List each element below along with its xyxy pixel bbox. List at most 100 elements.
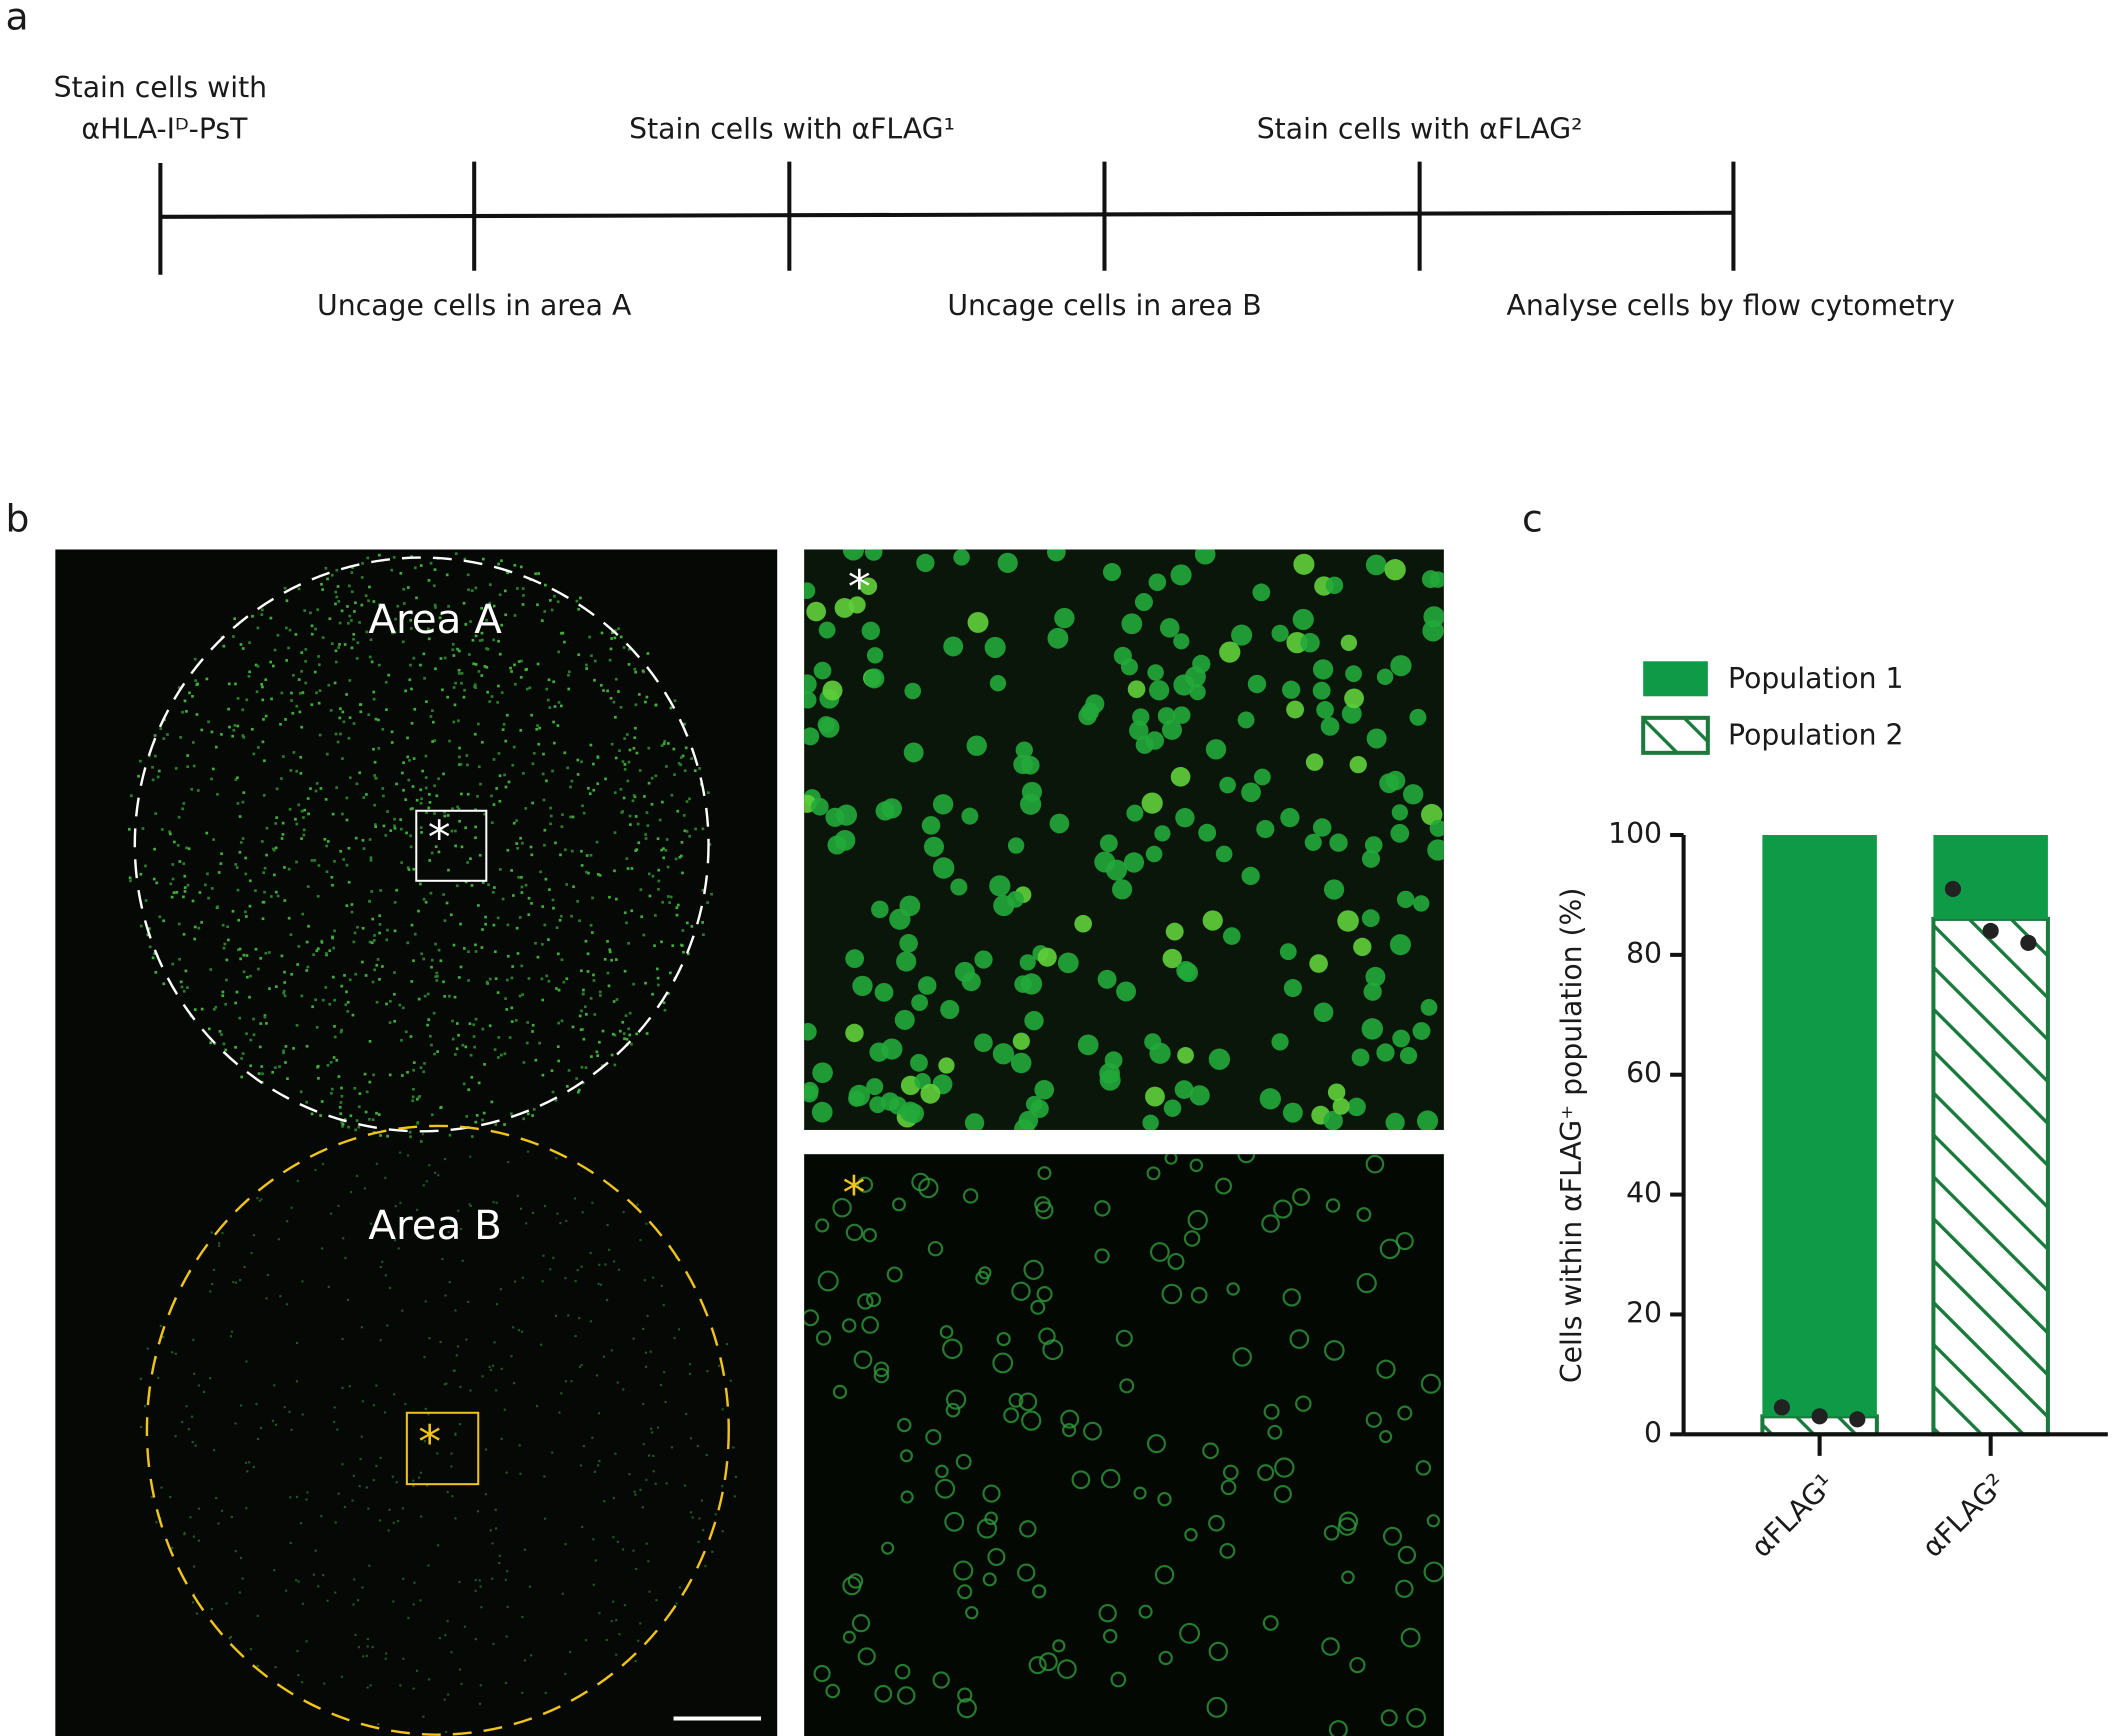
cell-dot [181,1420,184,1424]
cell-dot [499,1288,502,1291]
cell-dot [493,886,496,889]
cell-dot [718,1364,721,1367]
cell [874,982,894,1002]
cell-dot [338,1105,342,1109]
cell-dot [473,1045,476,1049]
cell [939,1325,954,1339]
cell-dot [333,1035,337,1039]
cell-dot [454,681,457,685]
cell-dot [371,1118,375,1122]
cell-dot [386,810,389,813]
cell-dot [555,1157,558,1160]
cell-dot [673,1336,676,1340]
cell-dot [510,1006,514,1010]
cell-dot [530,1654,533,1657]
cell-dot [327,683,331,687]
cell-dot [453,1053,457,1056]
cell-dot [209,1041,213,1045]
cell [1429,571,1444,588]
cell-dot [246,1470,249,1473]
cell-dot [434,1171,437,1174]
cell-dot [498,593,502,597]
cell-dot [226,938,230,942]
cell [1074,914,1092,933]
cell-dot [182,989,186,993]
cell-dot [365,630,369,634]
cell-dot [681,871,684,875]
cell-dot [665,838,669,841]
cell-dot [462,947,466,950]
cell-dot [609,696,613,700]
cell-dot [456,1345,460,1348]
cell [1312,681,1331,700]
cell-dot [491,1577,494,1580]
cell [804,691,817,709]
cell-dot [324,986,328,989]
cell [1379,1238,1401,1260]
cell-dot [618,1633,621,1636]
cell-dot [486,690,489,694]
cell-dot [458,1423,462,1426]
cell [1337,910,1359,932]
cell-dot [386,1134,389,1138]
cell [1356,1273,1377,1294]
cell-dot [606,940,609,943]
cell-dot [365,1654,368,1658]
cell-dot [386,928,389,932]
cell-dot [647,872,651,876]
cell-dot [379,1134,382,1137]
cell-dot [207,896,210,900]
cell-dot [289,769,293,772]
cell-dot [354,836,358,840]
cell-dot [340,1028,343,1032]
cell-dot [191,1441,194,1444]
cell-dot [274,822,278,825]
cell-dot [633,667,637,671]
cell [1110,1671,1127,1688]
cell-dot [578,1365,582,1368]
cell-dot [240,1075,244,1079]
cell [920,1083,941,1104]
cell-dot [591,896,594,900]
cell-dot [520,659,523,663]
cell-dot [471,638,475,642]
cell-dot [270,697,273,701]
cell [1062,1423,1077,1438]
cell-dot [330,1087,334,1091]
cell-dot [491,890,495,894]
cell-dot [440,827,444,830]
cell-dot [592,1538,595,1541]
cell-dot [661,900,665,904]
cell [1406,1707,1426,1728]
cell-dot [310,859,314,862]
cell-dot [309,611,312,615]
cell-dot [374,825,378,829]
cell-dot [627,941,630,945]
cell-dot [515,926,519,930]
cell-dot [608,950,612,954]
cell-dot [526,1112,530,1116]
cell-dot [369,1222,372,1225]
cell-dot [407,868,411,871]
cell-dot [467,950,470,954]
cell-dot [631,799,635,803]
cell-dot [325,752,329,756]
cell-dot [238,815,242,818]
cell-dot [379,1265,382,1269]
cell-dot [569,1650,572,1654]
cell-dot [521,587,525,590]
cell-dot [162,1335,165,1339]
cell-dot [333,1025,336,1028]
cell-dot [197,1539,200,1542]
cell [1271,1033,1289,1051]
cell-dot [356,925,359,929]
cell-dot [174,767,178,770]
cell [925,1429,942,1446]
cell-dot [472,1035,476,1038]
cell-dot [429,561,433,565]
cell-dot [234,1001,237,1005]
cell-dot [420,831,423,834]
cell-dot [234,778,238,781]
cell-dot [411,1099,415,1103]
